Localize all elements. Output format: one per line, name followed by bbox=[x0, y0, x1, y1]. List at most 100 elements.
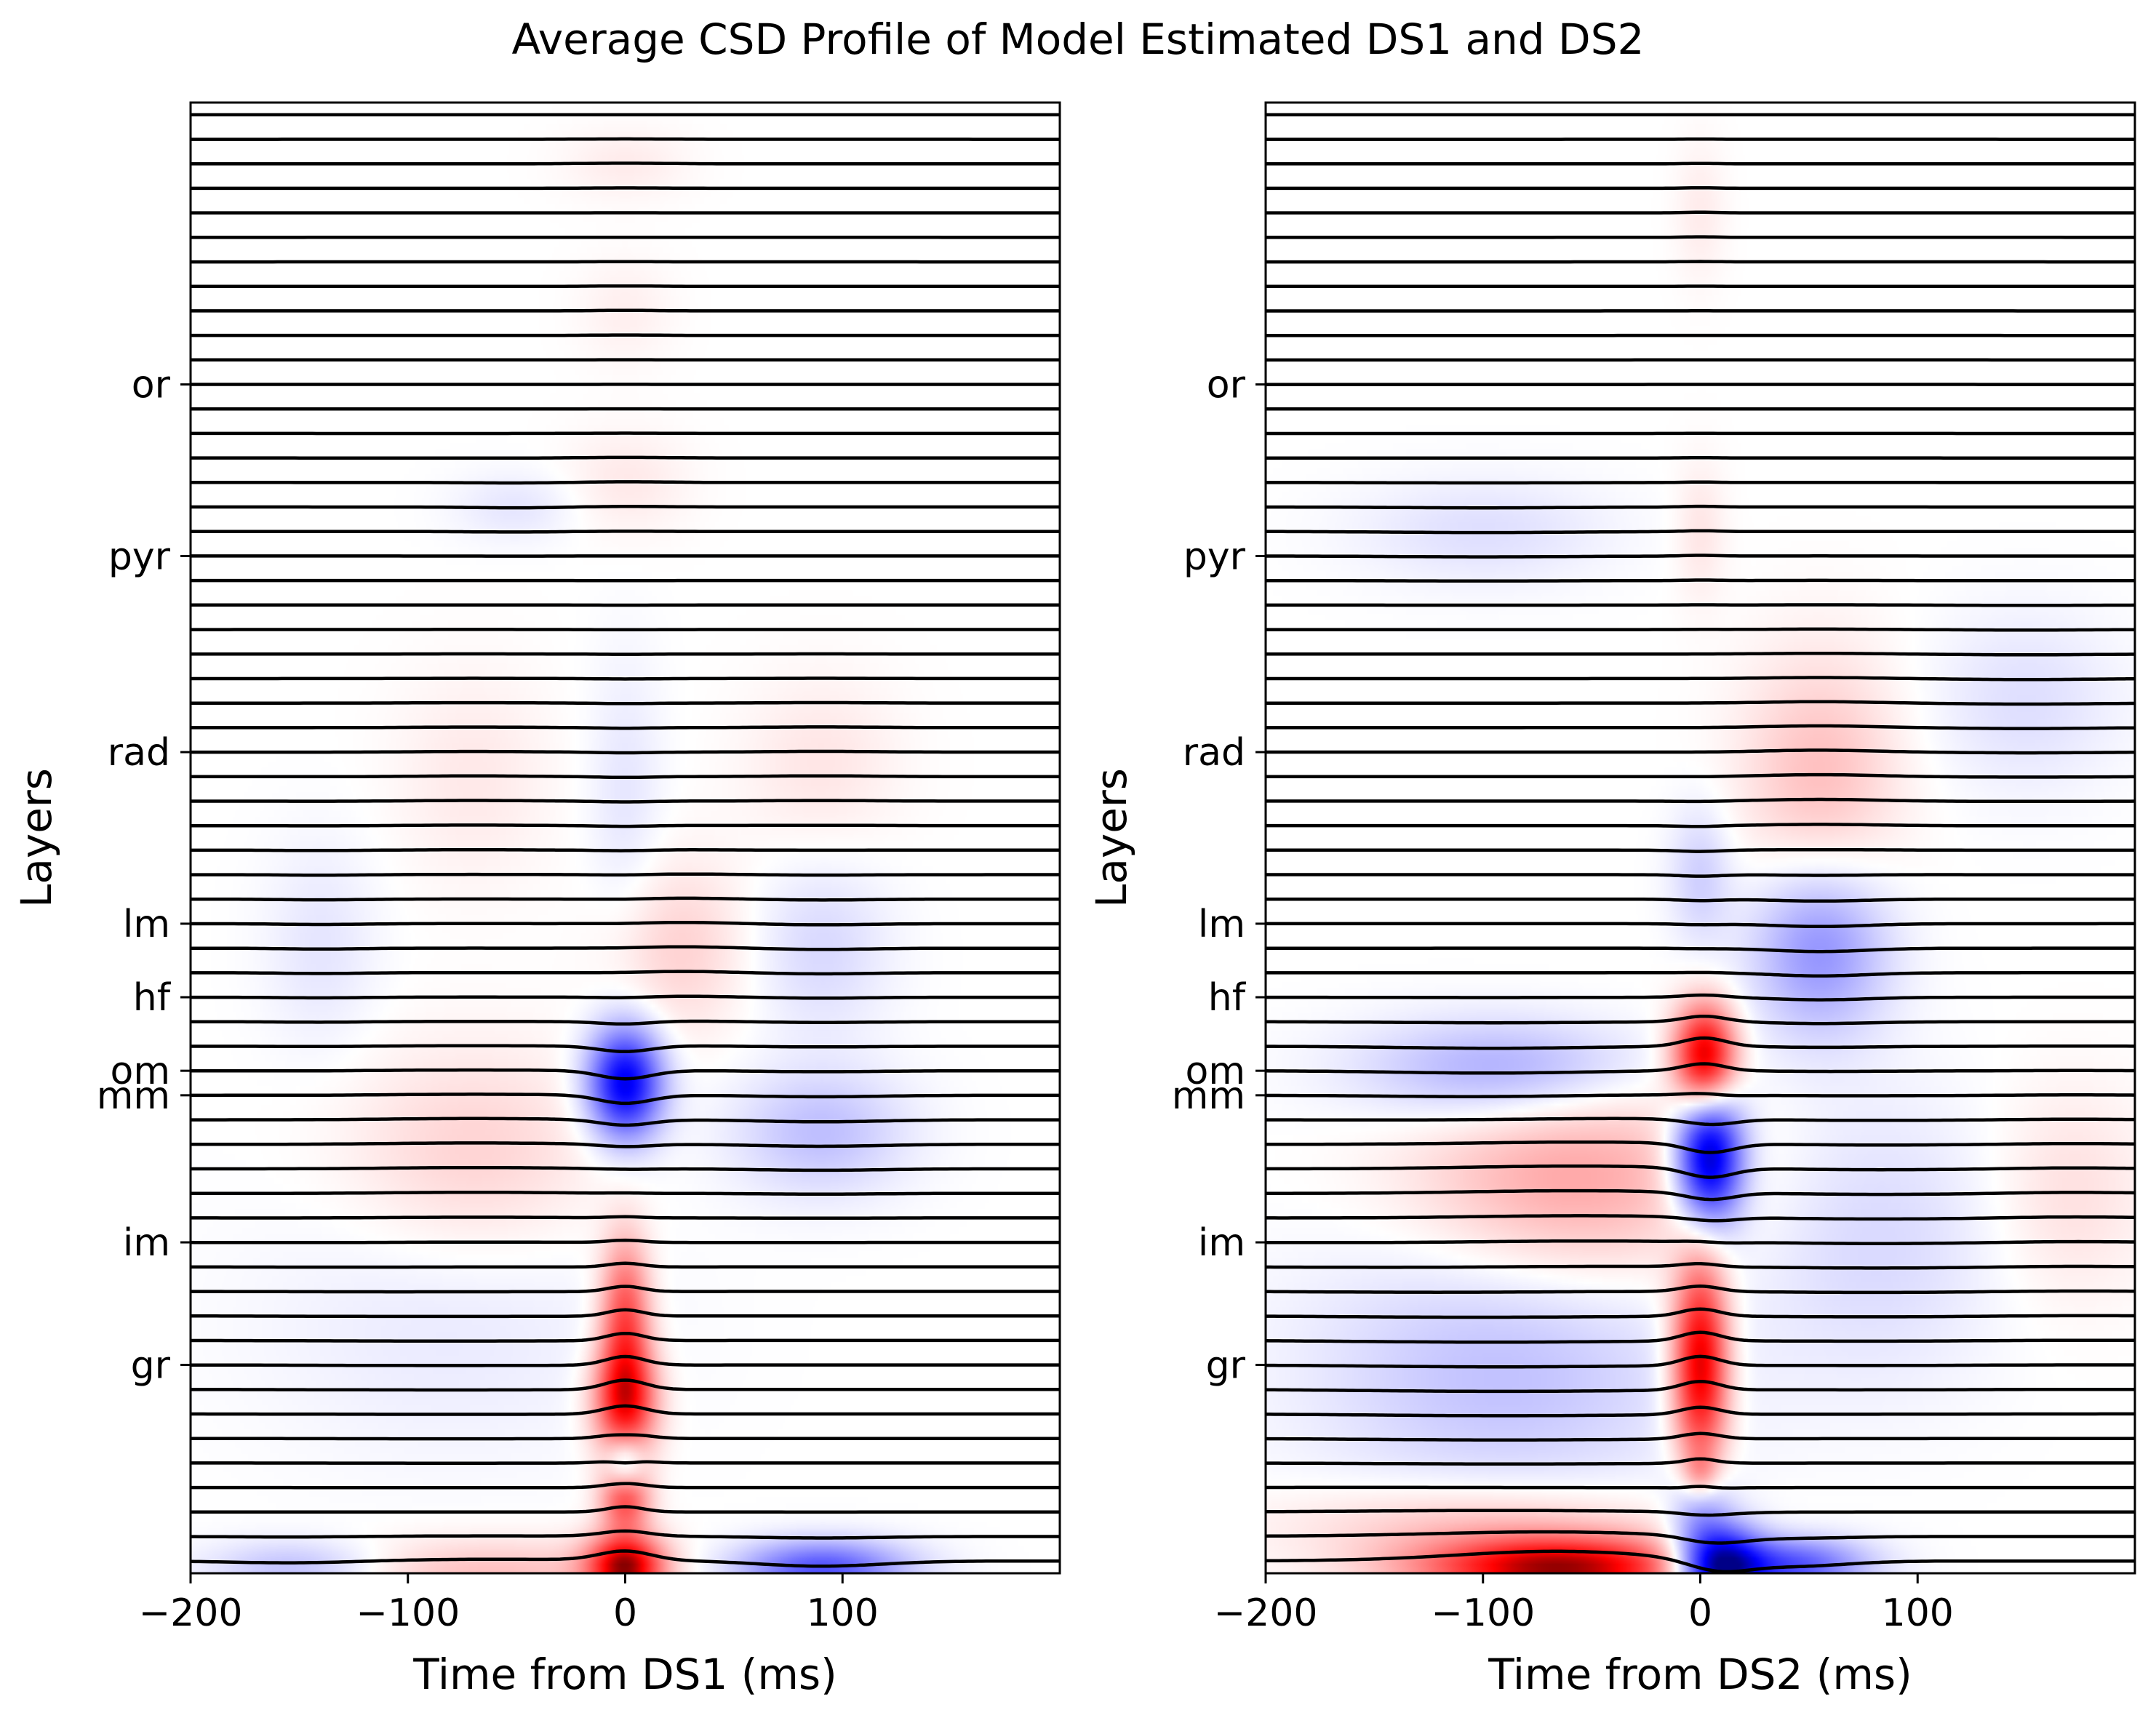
layer-tick-label-mm: mm bbox=[1172, 1074, 1245, 1118]
layer-tick-label-pyr: pyr bbox=[1183, 535, 1246, 578]
csd-trace-ch42 bbox=[1266, 1140, 2135, 1154]
figure-title: Average CSD Profile of Model Estimated D… bbox=[512, 15, 1645, 64]
csd-trace-ch35 bbox=[1266, 970, 2135, 978]
csd-trace-ch27 bbox=[191, 774, 1060, 780]
x-tick-label: 0 bbox=[613, 1591, 637, 1635]
layer-tick-label-gr: gr bbox=[131, 1344, 171, 1388]
csd-trace-ch18 bbox=[1266, 554, 2135, 559]
y-axis-label: Layers bbox=[12, 768, 61, 908]
csd-trace-ch45 bbox=[191, 1215, 1060, 1220]
csd-trace-ch38 bbox=[191, 1044, 1060, 1053]
csd-trace-ch55 bbox=[1266, 1457, 2135, 1466]
csd-trace-ch4 bbox=[1266, 210, 2135, 215]
csd-trace-ch39 bbox=[191, 1068, 1060, 1081]
csd-heatmap bbox=[1266, 103, 2135, 1573]
csd-trace-ch55 bbox=[191, 1460, 1060, 1465]
csd-trace-ch15 bbox=[191, 480, 1060, 485]
csd-trace-ch58 bbox=[191, 1529, 1060, 1540]
layer-tick-label-hf: hf bbox=[1208, 976, 1247, 1020]
x-tick-label: −100 bbox=[1431, 1591, 1535, 1635]
csd-trace-ch9 bbox=[191, 333, 1060, 337]
x-tick-label: 100 bbox=[1882, 1591, 1954, 1635]
csd-trace-ch17 bbox=[1266, 529, 2135, 535]
layer-tick-label-om: om bbox=[1186, 1050, 1245, 1093]
csd-trace-ch43 bbox=[191, 1165, 1060, 1172]
csd-trace-ch29 bbox=[1266, 823, 2135, 828]
x-axis-label: Time from DS2 (ms) bbox=[1488, 1650, 1912, 1699]
csd-trace-ch1 bbox=[191, 137, 1060, 141]
csd-trace-ch59 bbox=[1266, 1549, 2135, 1573]
csd-trace-ch48 bbox=[1266, 1284, 2135, 1295]
csd-trace-ch53 bbox=[191, 1404, 1060, 1416]
csd-trace-ch28 bbox=[1266, 797, 2135, 804]
csd-trace-ch54 bbox=[191, 1433, 1060, 1441]
csd-trace-ch31 bbox=[1266, 873, 2135, 878]
csd-trace-ch47 bbox=[191, 1261, 1060, 1269]
csd-trace-ch51 bbox=[191, 1354, 1060, 1367]
csd-trace-ch45 bbox=[1266, 1214, 2135, 1223]
x-tick-label: −200 bbox=[1214, 1591, 1318, 1635]
layer-tick-label-om: om bbox=[111, 1050, 170, 1093]
csd-trace-ch15 bbox=[1266, 480, 2135, 485]
csd-trace-ch44 bbox=[191, 1190, 1060, 1196]
csd-trace-ch2 bbox=[191, 161, 1060, 166]
csd-trace-ch19 bbox=[1266, 578, 2135, 583]
csd-trace-ch49 bbox=[191, 1308, 1060, 1319]
csd-trace-ch37 bbox=[1266, 1014, 2135, 1026]
csd-trace-ch53 bbox=[1266, 1405, 2135, 1418]
y-axis-label: Layers bbox=[1087, 768, 1136, 908]
csd-trace-ch52 bbox=[191, 1378, 1060, 1392]
csd-trace-ch17 bbox=[191, 530, 1060, 534]
csd-trace-ch38 bbox=[1266, 1036, 2135, 1050]
csd-trace-ch22 bbox=[191, 652, 1060, 656]
csd-trace-ch50 bbox=[191, 1331, 1060, 1343]
csd-trace-ch33 bbox=[1266, 922, 2135, 929]
csd-trace-ch41 bbox=[1266, 1116, 2135, 1127]
x-tick-label: −100 bbox=[356, 1591, 460, 1635]
csd-trace-ch27 bbox=[1266, 772, 2135, 779]
csd-trace-ch46 bbox=[1266, 1239, 2135, 1245]
csd-trace-ch54 bbox=[1266, 1431, 2135, 1442]
layer-tick-label-or: or bbox=[1207, 364, 1246, 407]
layer-tick-label-im: im bbox=[1198, 1221, 1245, 1265]
csd-trace-ch34 bbox=[1266, 946, 2135, 954]
csd-trace-ch24 bbox=[1266, 700, 2135, 706]
csd-trace-ch23 bbox=[1266, 676, 2135, 682]
csd-trace-ch50 bbox=[1266, 1330, 2135, 1344]
csd-trace-ch16 bbox=[191, 505, 1060, 510]
csd-trace-ch20 bbox=[1266, 603, 2135, 607]
csd-trace-ch46 bbox=[191, 1238, 1060, 1244]
csd-trace-ch29 bbox=[191, 823, 1060, 828]
csd-trace-ch56 bbox=[191, 1482, 1060, 1490]
csd-trace-ch6 bbox=[1266, 260, 2135, 264]
csd-trace-ch25 bbox=[1266, 724, 2135, 730]
csd-trace-ch44 bbox=[1266, 1188, 2135, 1202]
csd-trace-ch16 bbox=[1266, 504, 2135, 510]
csd-trace-ch59 bbox=[191, 1549, 1060, 1568]
csd-trace-ch7 bbox=[191, 284, 1060, 289]
csd-trace-ch37 bbox=[191, 1019, 1060, 1026]
layer-tick-label-gr: gr bbox=[1206, 1344, 1246, 1388]
x-tick-label: 0 bbox=[1688, 1591, 1712, 1635]
layer-tick-label-or: or bbox=[132, 364, 171, 407]
csd-trace-ch31 bbox=[191, 872, 1060, 877]
csd-trace-ch52 bbox=[1266, 1380, 2135, 1394]
csd-trace-ch57 bbox=[191, 1505, 1060, 1514]
csd-trace-ch49 bbox=[1266, 1307, 2135, 1319]
csd-trace-ch32 bbox=[1266, 897, 2135, 903]
layer-tick-label-lm: lm bbox=[1198, 903, 1245, 946]
layer-tick-label-mm: mm bbox=[97, 1074, 170, 1118]
csd-heatmap bbox=[191, 103, 1060, 1573]
csd-trace-ch28 bbox=[191, 799, 1060, 804]
csd-trace-ch33 bbox=[191, 920, 1060, 927]
layer-tick-label-pyr: pyr bbox=[108, 535, 171, 578]
trace-lines bbox=[191, 113, 1060, 1568]
x-axis-label: Time from DS1 (ms) bbox=[412, 1650, 837, 1699]
layer-tick-label-rad: rad bbox=[108, 731, 170, 775]
csd-trace-ch43 bbox=[1266, 1164, 2135, 1179]
csd-trace-ch36 bbox=[1266, 993, 2135, 1002]
csd-trace-ch48 bbox=[191, 1284, 1060, 1294]
